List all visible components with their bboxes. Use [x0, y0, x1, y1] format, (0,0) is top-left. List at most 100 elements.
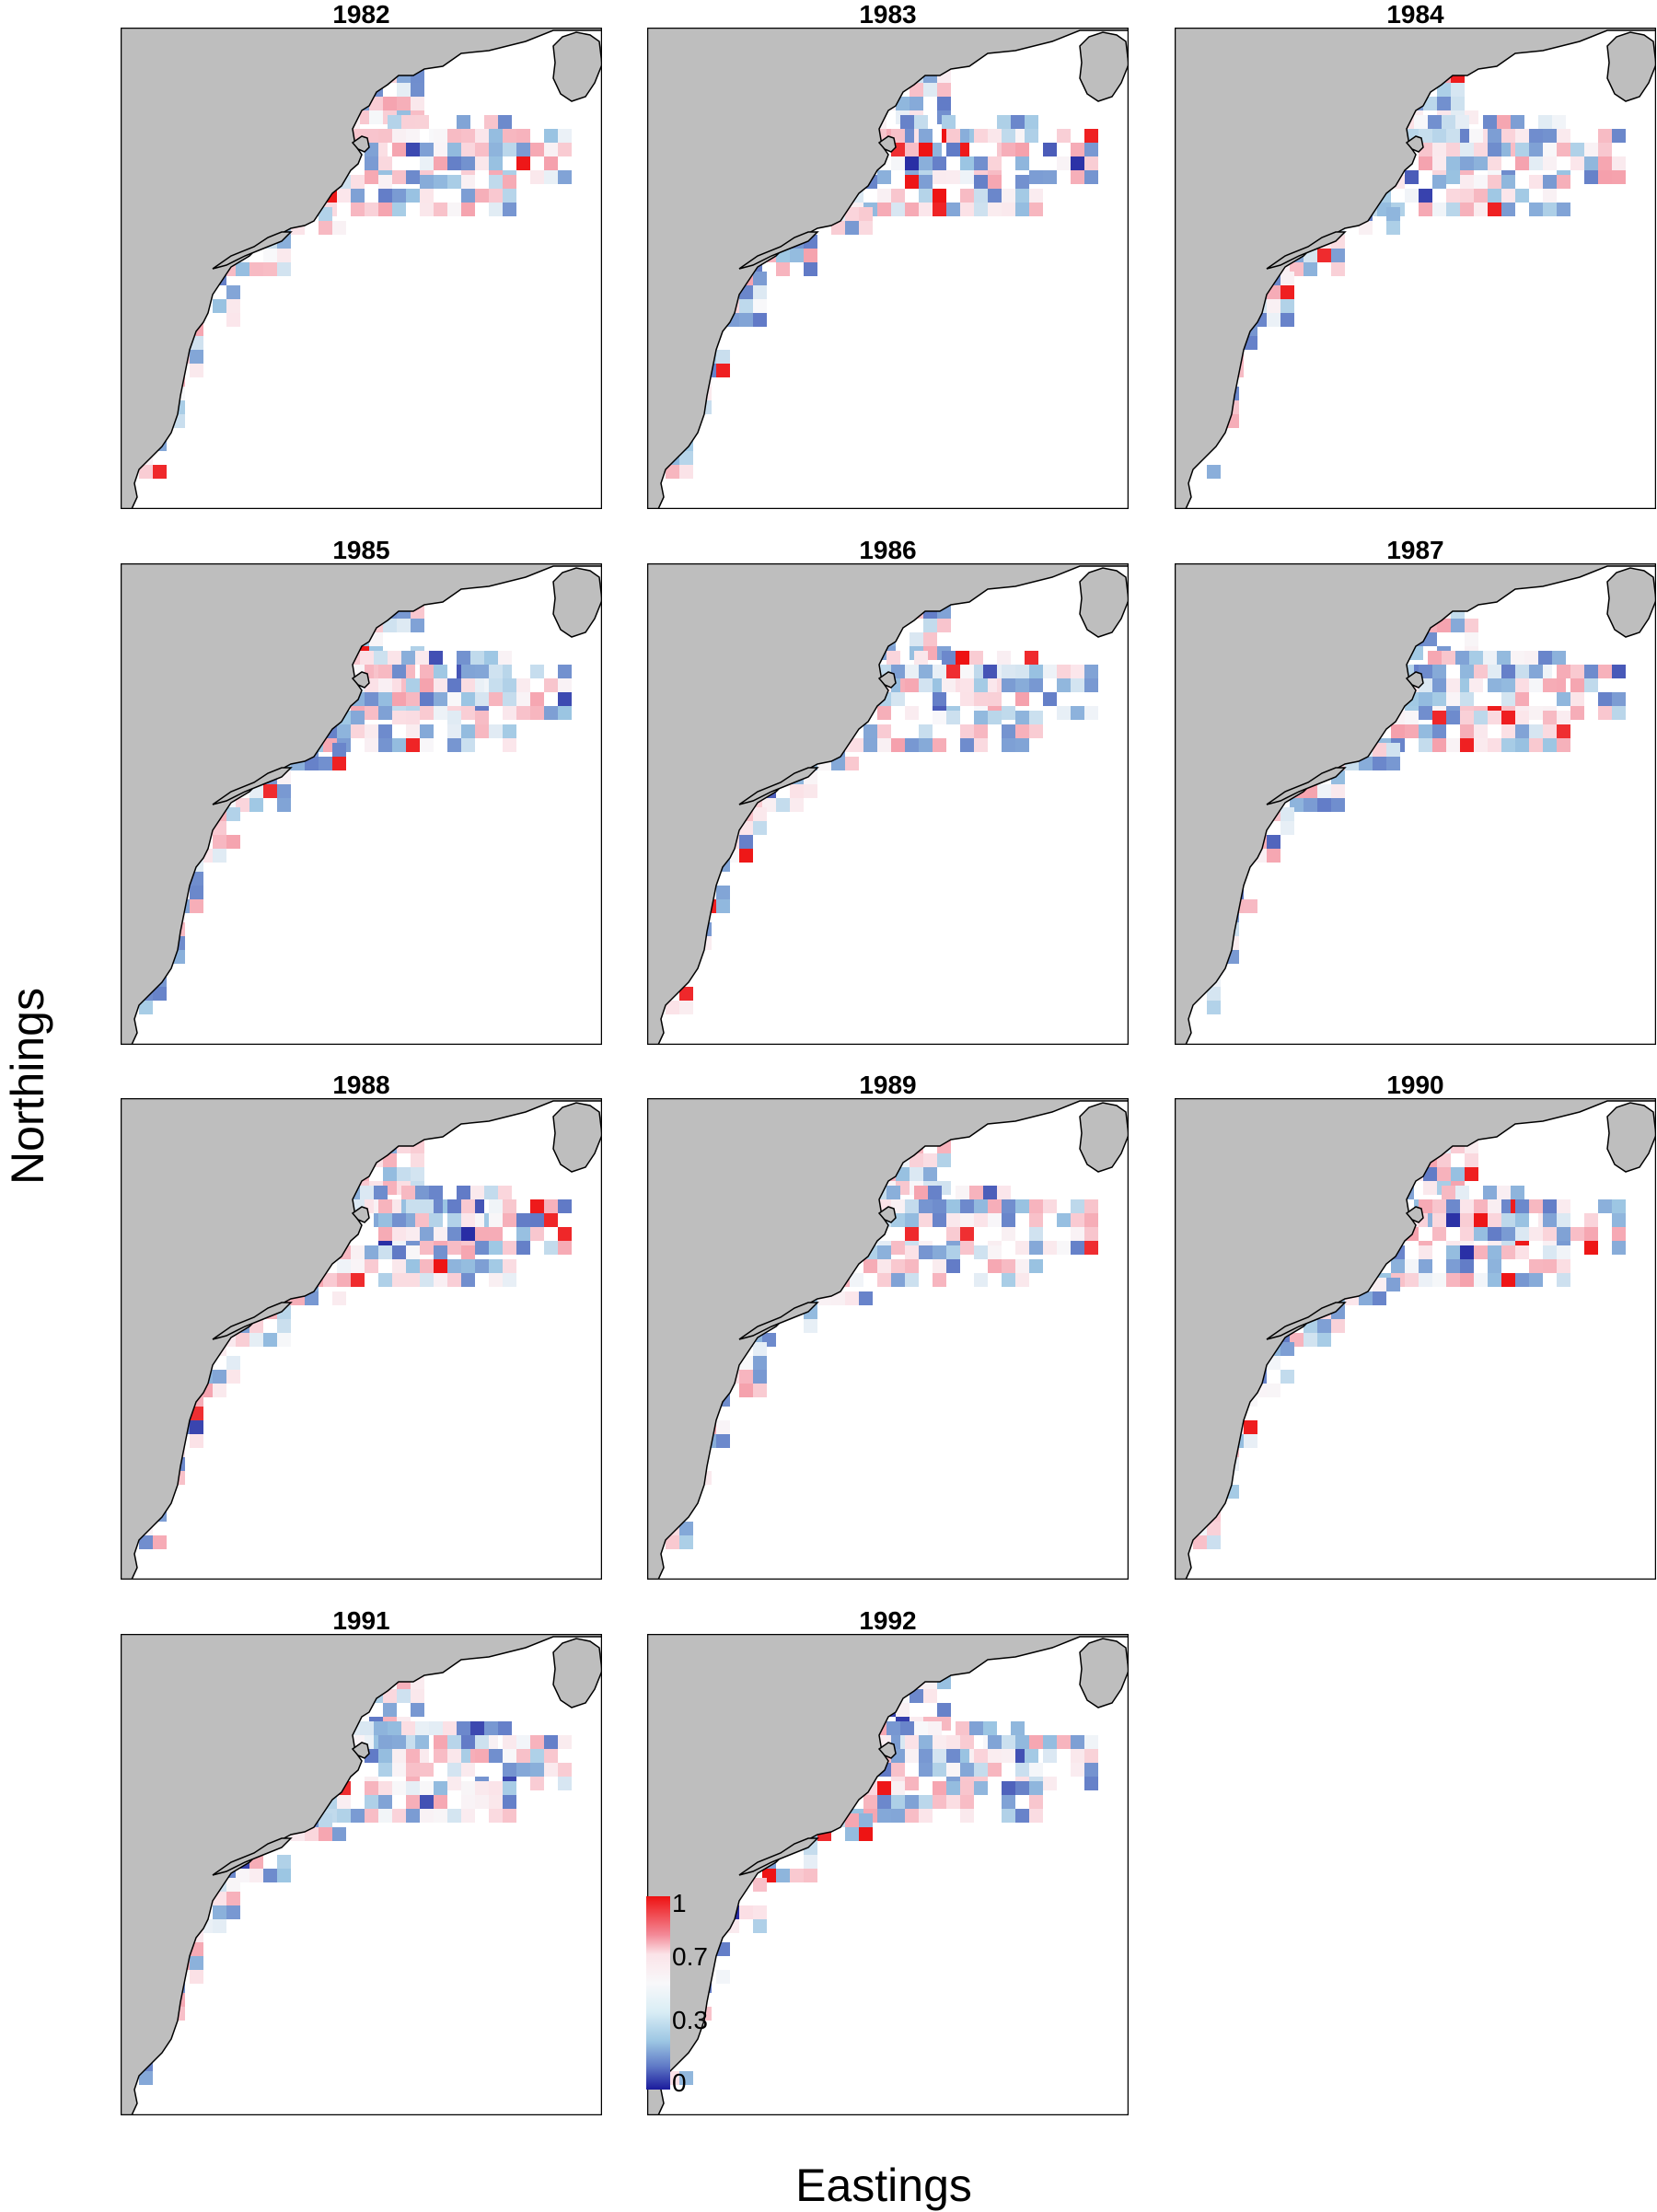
- land-cape-cod: [877, 135, 897, 153]
- heat-cell: [850, 738, 863, 752]
- heat-cell: [503, 1749, 516, 1763]
- heat-cell: [1071, 1241, 1084, 1255]
- heat-cell: [475, 1735, 489, 1749]
- panel-frame: [121, 563, 602, 1045]
- map-plot: [1175, 563, 1656, 1045]
- heat-cell: [1543, 175, 1557, 189]
- heat-cell: [277, 784, 291, 798]
- heat-cell: [249, 262, 263, 276]
- heat-cell: [1501, 1273, 1515, 1287]
- heat-cell: [1002, 1259, 1015, 1273]
- heat-cell: [863, 738, 877, 752]
- heat-cell: [420, 1259, 434, 1273]
- land-mainland: [1175, 1098, 1656, 1580]
- heat-cell: [365, 1781, 378, 1795]
- heat-cell: [891, 1809, 905, 1823]
- heat-cell: [434, 692, 447, 706]
- heat-cell: [919, 143, 933, 156]
- heat-cell: [790, 249, 804, 262]
- heat-cell: [503, 1795, 516, 1809]
- heat-cell: [933, 1735, 946, 1749]
- heat-cell: [1002, 1213, 1015, 1227]
- heat-cell: [351, 203, 365, 216]
- heat-cell: [1419, 156, 1432, 170]
- heat-cell: [1488, 203, 1501, 216]
- heat-cell: [226, 1370, 240, 1384]
- heat-cell: [406, 711, 420, 724]
- heat-cell: [530, 143, 544, 156]
- heat-cell: [1612, 706, 1626, 720]
- heat-cell: [447, 156, 461, 170]
- heat-cell: [1043, 692, 1057, 706]
- heat-cell: [1419, 706, 1432, 720]
- heat-cell: [1029, 665, 1043, 678]
- heat-cell: [1501, 175, 1515, 189]
- heat-cell: [1428, 651, 1442, 665]
- heat-cell: [516, 1227, 530, 1241]
- heat-cell: [1474, 143, 1488, 156]
- heat-cell: [923, 619, 937, 632]
- heat-cell: [1474, 1227, 1488, 1241]
- heat-cell: [1043, 1199, 1057, 1213]
- heat-cell: [1029, 1809, 1043, 1823]
- heat-cell: [804, 1855, 817, 1869]
- heat-cell: [337, 189, 351, 203]
- heat-cell: [1084, 706, 1098, 720]
- heat-cell: [1570, 678, 1584, 692]
- heat-cell: [946, 1749, 960, 1763]
- heat-cell: [776, 262, 790, 276]
- heat-cell: [392, 189, 406, 203]
- heat-cell: [392, 143, 406, 156]
- heat-cell: [1501, 711, 1515, 724]
- heat-cell: [503, 1241, 516, 1255]
- heat-cell: [960, 156, 974, 170]
- heat-cell: [1446, 1273, 1460, 1287]
- heat-cell: [139, 1535, 153, 1549]
- heat-cell: [337, 1259, 351, 1273]
- heat-cell: [845, 757, 859, 770]
- heat-cell: [1084, 129, 1098, 143]
- heat-cell: [457, 115, 470, 129]
- heat-cell: [1460, 724, 1474, 738]
- heat-cell: [1543, 724, 1557, 738]
- heat-cell: [1084, 1227, 1098, 1241]
- heat-cell: [447, 129, 461, 143]
- heat-cell: [1446, 129, 1460, 143]
- heat-cell: [1598, 156, 1612, 170]
- heat-cell: [434, 678, 447, 692]
- heat-cell: [919, 1735, 933, 1749]
- heat-cell: [905, 1809, 919, 1823]
- heat-cell: [470, 1186, 484, 1199]
- heat-cell: [1515, 724, 1529, 738]
- heat-cell: [383, 1167, 397, 1181]
- heat-cell: [1317, 798, 1331, 812]
- heat-cell: [360, 651, 374, 665]
- heat-cell: [1612, 1227, 1626, 1241]
- heat-cell: [1570, 1227, 1584, 1241]
- heat-cell: [420, 678, 434, 692]
- heat-cell: [1460, 1227, 1474, 1241]
- heat-cell: [277, 1319, 291, 1333]
- heat-cell: [447, 1213, 461, 1227]
- heat-cell: [374, 1721, 388, 1735]
- heat-cell: [503, 724, 516, 738]
- heat-cell: [415, 651, 429, 665]
- heat-cell: [1391, 724, 1405, 738]
- heat-cell: [406, 1227, 420, 1241]
- legend-tick-0: 0: [672, 2068, 687, 2097]
- legend-tick-0.3: 0.3: [672, 2006, 708, 2034]
- heat-cell: [378, 665, 392, 678]
- heat-cell: [1057, 1735, 1071, 1749]
- heat-cell: [905, 1213, 919, 1227]
- heat-cell: [1373, 743, 1386, 757]
- heat-cell: [263, 784, 277, 798]
- map-plot: [1175, 1098, 1656, 1580]
- heat-cell: [974, 1199, 988, 1213]
- heat-cell: [1469, 651, 1483, 665]
- heat-cell: [475, 1241, 489, 1255]
- heat-cell: [905, 1749, 919, 1763]
- heat-cell: [1488, 1245, 1501, 1259]
- heat-cell: [969, 1721, 983, 1735]
- heat-cell: [1432, 143, 1446, 156]
- heat-cell: [406, 1199, 420, 1213]
